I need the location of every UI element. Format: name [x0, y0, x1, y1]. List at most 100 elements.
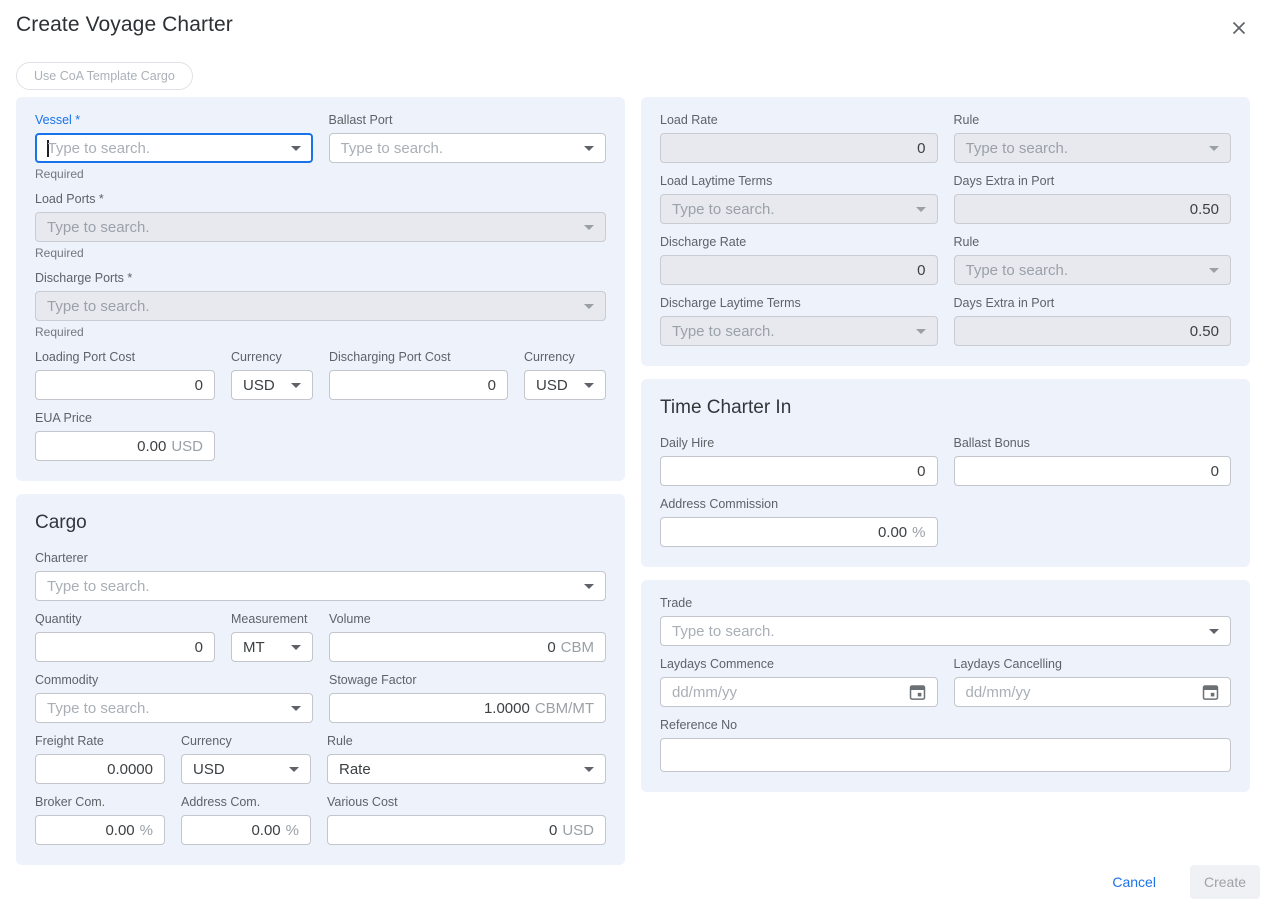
various-cost-input[interactable]: 0 USD	[327, 815, 606, 845]
volume-field-group: Volume 0 CBM	[329, 612, 606, 662]
chevron-down-icon[interactable]	[584, 583, 594, 589]
stowage-factor-input[interactable]: 1.0000 CBM/MT	[329, 693, 606, 723]
freight-rate-field-group: Freight Rate 0.0000	[35, 734, 165, 784]
left-column: Vessel * Type to search. Required Ballas…	[16, 97, 625, 865]
trade-search-input[interactable]: Type to search.	[660, 616, 1231, 646]
discharge-ports-field-group: Discharge Ports * Type to search. Requir…	[35, 271, 606, 339]
chevron-down-icon[interactable]	[291, 644, 301, 650]
load-laytime-terms-label: Load Laytime Terms	[660, 174, 773, 188]
rule-label: Rule	[953, 113, 980, 127]
discharge-rate-label: Discharge Rate	[660, 235, 747, 249]
address-commission-unit: %	[912, 523, 926, 541]
calendar-icon[interactable]	[909, 683, 926, 701]
charterer-search-input[interactable]: Type to search.	[35, 571, 606, 601]
rule-label: Rule	[953, 235, 980, 249]
chevron-down-icon[interactable]	[584, 145, 594, 151]
commodity-search-input[interactable]: Type to search.	[35, 693, 313, 723]
volume-label: Volume	[329, 612, 371, 626]
vessel-required-hint: Required	[35, 167, 84, 181]
address-commission-input[interactable]: 0.00 %	[660, 517, 938, 547]
vessel-field-group: Vessel * Type to search. Required	[35, 113, 313, 181]
laydays-cancelling-date-input[interactable]: dd/mm/yy	[953, 677, 1231, 707]
rule-label: Rule	[327, 734, 353, 748]
chevron-down-icon[interactable]	[584, 766, 594, 772]
chevron-down-icon[interactable]	[289, 766, 299, 772]
load-days-extra-field-group: Days Extra in Port 0.50	[953, 174, 1231, 224]
freight-currency-field-group: Currency USD	[181, 734, 311, 784]
daily-hire-label: Daily Hire	[660, 436, 715, 450]
daily-hire-input[interactable]: 0	[660, 456, 938, 486]
form-body: Vessel * Type to search. Required Ballas…	[0, 97, 1268, 865]
discharge-rule-field-group: Rule Type to search.	[953, 235, 1231, 285]
vessel-search-input[interactable]: Type to search.	[35, 133, 313, 163]
chevron-down-icon	[915, 328, 926, 334]
use-coa-template-cargo-button[interactable]: Use CoA Template Cargo	[16, 62, 193, 90]
freight-rate-input[interactable]: 0.0000	[35, 754, 165, 784]
discharge-days-extra-field-group: Days Extra in Port 0.50	[953, 296, 1231, 346]
chevron-down-icon	[915, 206, 926, 212]
ballast-bonus-input[interactable]: 0	[953, 456, 1231, 486]
chevron-down-icon[interactable]	[291, 382, 301, 388]
laydays-commence-field-group: Laydays Commence dd/mm/yy	[660, 657, 938, 707]
address-com-label: Address Com.	[181, 795, 261, 809]
days-extra-in-port-label: Days Extra in Port	[953, 174, 1055, 188]
charterer-field-group: Charterer Type to search.	[35, 551, 606, 601]
chevron-down-icon	[1209, 267, 1219, 273]
broker-com-input[interactable]: 0.00 %	[35, 815, 165, 845]
charterer-label: Charterer	[35, 551, 88, 565]
chevron-down-icon[interactable]	[1209, 628, 1219, 634]
ballast-port-label: Ballast Port	[328, 113, 393, 127]
discharge-ports-search-input: Type to search.	[35, 291, 606, 321]
loading-currency-select[interactable]: USD	[231, 370, 313, 400]
discharge-days-extra-input: 0.50	[953, 316, 1231, 346]
address-com-input[interactable]: 0.00 %	[181, 815, 311, 845]
broker-com-field-group: Broker Com. 0.00 %	[35, 795, 165, 845]
laydays-commence-date-input[interactable]: dd/mm/yy	[660, 677, 938, 707]
eua-price-input[interactable]: 0.00 USD	[35, 431, 215, 461]
trade-field-group: Trade Type to search.	[660, 596, 1231, 646]
freight-rule-select[interactable]: Rate	[327, 754, 606, 784]
load-ports-search-input: Type to search.	[35, 212, 606, 242]
discharging-port-cost-field-group: Discharging Port Cost 0	[329, 350, 508, 400]
various-cost-field-group: Various Cost 0 USD	[327, 795, 606, 845]
freight-currency-select[interactable]: USD	[181, 754, 311, 784]
currency-label: Currency	[524, 350, 575, 364]
discharge-rate-input: 0	[660, 255, 938, 285]
discharging-currency-select[interactable]: USD	[524, 370, 606, 400]
eua-price-unit: USD	[171, 437, 203, 455]
load-rate-label: Load Rate	[660, 113, 718, 127]
chevron-down-icon[interactable]	[291, 705, 301, 711]
cancel-button[interactable]: Cancel	[1104, 868, 1164, 896]
volume-input[interactable]: 0 CBM	[329, 632, 606, 662]
eua-price-field-group: EUA Price 0.00 USD	[35, 411, 215, 461]
measurement-select[interactable]: MT	[231, 632, 313, 662]
close-button[interactable]	[1226, 15, 1252, 41]
discharge-laytime-terms-field-group: Discharge Laytime Terms Type to search.	[660, 296, 938, 346]
calendar-icon[interactable]	[1202, 683, 1219, 701]
discharging-port-cost-input[interactable]: 0	[329, 370, 508, 400]
quantity-field-group: Quantity 0	[35, 612, 215, 662]
ballast-port-search-input[interactable]: Type to search.	[328, 133, 606, 163]
discharge-ports-required-hint: Required	[35, 325, 84, 339]
create-button[interactable]: Create	[1189, 865, 1260, 899]
chevron-down-icon[interactable]	[290, 145, 301, 151]
address-com-unit: %	[285, 821, 299, 839]
stowage-factor-unit: CBM/MT	[534, 699, 594, 717]
stowage-factor-field-group: Stowage Factor 1.0000 CBM/MT	[329, 673, 606, 723]
load-laytime-terms-search-input: Type to search.	[660, 194, 938, 224]
loading-port-cost-input[interactable]: 0	[35, 370, 215, 400]
discharge-laytime-terms-search-input: Type to search.	[660, 316, 938, 346]
address-commission-field-group: Address Commission 0.00 %	[660, 497, 938, 547]
voyage-panel: Vessel * Type to search. Required Ballas…	[16, 97, 625, 481]
laytime-panel: Load Rate 0 Rule Type to search.	[641, 97, 1250, 366]
ballast-port-field-group: Ballast Port Type to search.	[328, 113, 606, 163]
commodity-field-group: Commodity Type to search.	[35, 673, 313, 723]
text-cursor	[47, 139, 49, 157]
chevron-down-icon[interactable]	[584, 382, 594, 388]
load-ports-required-hint: Required	[35, 246, 84, 260]
time-charter-in-panel: Time Charter In Daily Hire 0 Ballast Bon…	[641, 379, 1250, 567]
reference-no-input[interactable]	[660, 738, 1231, 772]
quantity-input[interactable]: 0	[35, 632, 215, 662]
quantity-label: Quantity	[35, 612, 82, 626]
trade-panel: Trade Type to search. Laydays Commence d…	[641, 580, 1250, 792]
